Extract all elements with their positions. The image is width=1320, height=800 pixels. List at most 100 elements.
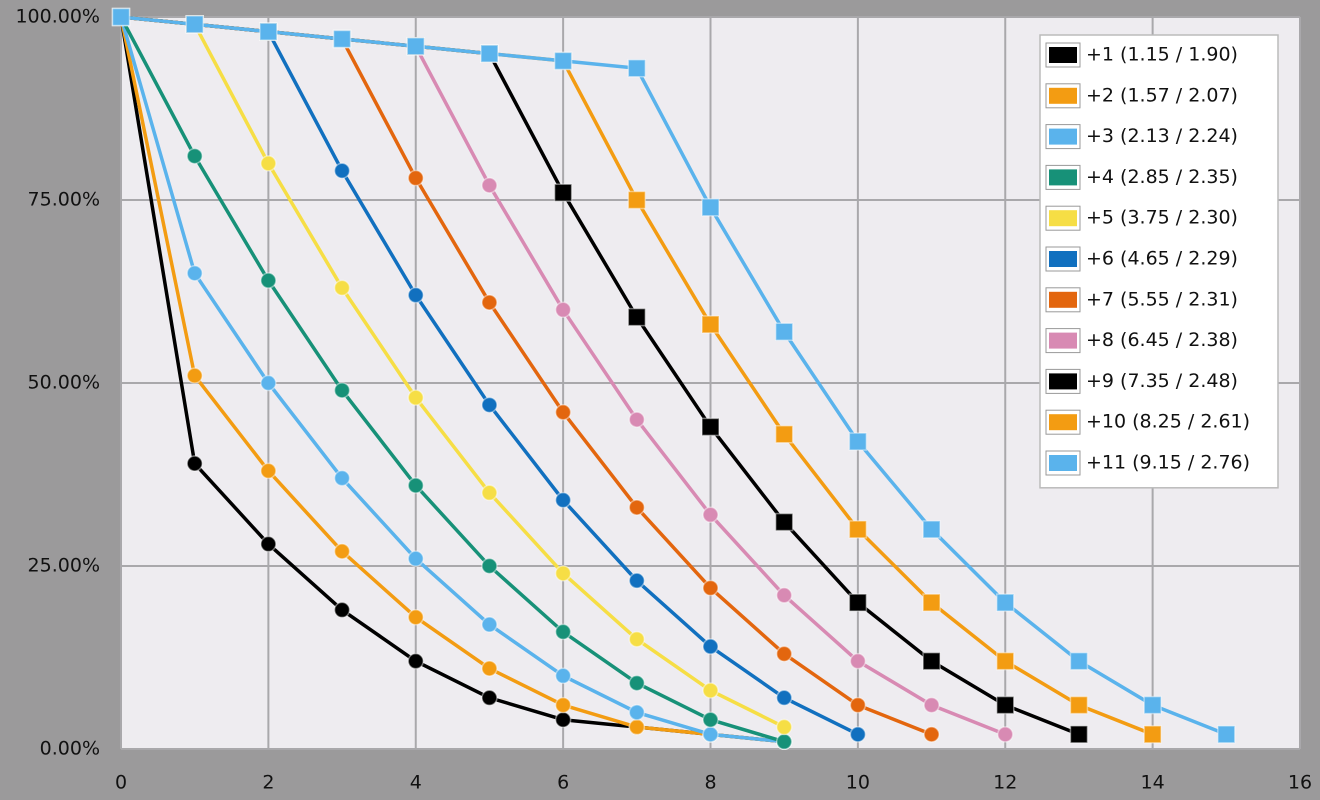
marker xyxy=(627,307,647,327)
marker xyxy=(554,301,572,319)
x-tick-label: 4 xyxy=(410,772,422,794)
marker xyxy=(186,264,203,282)
series-line xyxy=(119,16,785,744)
marker xyxy=(407,477,424,494)
marker xyxy=(554,667,572,685)
marker xyxy=(628,704,646,721)
marker xyxy=(702,638,719,655)
marker xyxy=(1143,725,1162,744)
marker xyxy=(702,506,719,524)
legend-label: +8 (6.45 / 2.38) xyxy=(1086,329,1238,351)
marker xyxy=(553,183,573,202)
marker xyxy=(553,51,573,71)
marker xyxy=(185,15,204,34)
marker xyxy=(1069,695,1089,715)
marker xyxy=(1217,725,1236,744)
x-tick-label: 14 xyxy=(1141,772,1165,794)
y-tick-label: 25.00% xyxy=(28,555,100,577)
legend-swatch xyxy=(1049,87,1077,104)
legend-swatch xyxy=(1049,332,1077,349)
marker xyxy=(775,718,793,736)
marker xyxy=(702,726,719,743)
marker xyxy=(628,499,646,516)
marker xyxy=(480,44,499,63)
marker xyxy=(407,550,424,567)
legend-label: +10 (8.25 / 2.61) xyxy=(1086,411,1250,433)
marker xyxy=(554,711,572,728)
marker xyxy=(554,623,572,641)
marker xyxy=(702,682,719,699)
marker xyxy=(628,572,646,589)
y-tick-label: 100.00% xyxy=(15,6,100,28)
legend-label: +7 (5.55 / 2.31) xyxy=(1086,288,1238,310)
grid xyxy=(120,16,1301,750)
marker xyxy=(1069,725,1089,744)
marker xyxy=(481,294,498,311)
marker xyxy=(775,645,793,663)
marker xyxy=(554,565,572,582)
legend-label: +5 (3.75 / 2.30) xyxy=(1086,207,1238,229)
marker xyxy=(628,630,646,648)
marker xyxy=(333,469,351,487)
marker xyxy=(775,587,793,604)
marker xyxy=(702,711,719,728)
marker xyxy=(481,689,498,707)
marker xyxy=(922,651,941,671)
x-tick-label: 6 xyxy=(557,772,569,794)
marker xyxy=(923,696,940,714)
marker xyxy=(260,462,277,480)
marker xyxy=(701,315,720,334)
marker xyxy=(407,169,424,187)
marker xyxy=(260,272,277,289)
marker xyxy=(333,601,351,619)
series-line xyxy=(119,16,785,744)
marker xyxy=(481,177,498,194)
marker xyxy=(701,417,720,437)
x-tick-label: 2 xyxy=(262,772,274,794)
marker xyxy=(1069,651,1089,671)
marker xyxy=(848,593,868,612)
marker xyxy=(627,58,647,78)
marker xyxy=(333,279,351,297)
series-lines xyxy=(111,7,1236,750)
marker xyxy=(774,424,794,444)
marker xyxy=(481,484,498,502)
marker xyxy=(775,733,793,750)
marker xyxy=(849,652,867,670)
marker xyxy=(922,593,941,612)
legend-swatch xyxy=(1049,373,1077,390)
series-line xyxy=(120,15,1227,736)
legend-label: +4 (2.85 / 2.35) xyxy=(1086,166,1238,188)
marker xyxy=(554,404,572,421)
marker xyxy=(481,660,498,677)
marker xyxy=(554,696,572,714)
legend-swatch xyxy=(1049,251,1077,267)
marker xyxy=(333,382,351,399)
marker xyxy=(333,543,351,560)
series-line xyxy=(119,16,785,744)
marker xyxy=(186,455,203,472)
marker xyxy=(922,520,941,539)
x-tick-label: 0 xyxy=(115,772,127,794)
legend-swatch xyxy=(1049,128,1077,145)
marker xyxy=(996,695,1015,715)
marker xyxy=(701,198,720,217)
legend-label: +9 (7.35 / 2.48) xyxy=(1086,370,1238,392)
marker xyxy=(775,689,793,707)
marker xyxy=(407,652,424,670)
marker xyxy=(628,718,646,736)
marker xyxy=(1143,695,1162,715)
marker xyxy=(628,674,646,692)
marker xyxy=(260,535,277,553)
legend-swatch xyxy=(1049,47,1077,63)
x-tick-label: 12 xyxy=(993,772,1017,794)
marker xyxy=(260,155,277,172)
marker xyxy=(186,147,203,165)
y-tick-label: 75.00% xyxy=(28,189,100,211)
legend-label: +11 (9.15 / 2.76) xyxy=(1086,452,1250,474)
marker xyxy=(996,593,1015,612)
marker xyxy=(702,579,719,597)
marker xyxy=(628,411,646,428)
